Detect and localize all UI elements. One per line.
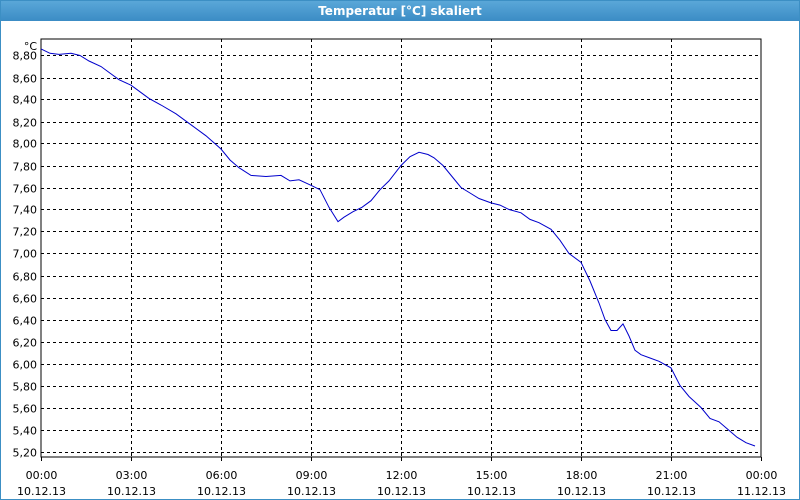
x-tick-date: 10.12.13 (557, 485, 606, 498)
x-tick-date: 10.12.13 (17, 485, 66, 498)
y-tick-label: 5,20 (13, 447, 38, 460)
x-tick-time: 00:00 (746, 469, 778, 482)
window-title: Temperatur [°C] skaliert (1, 1, 799, 21)
y-tick-label: 7,20 (13, 226, 38, 239)
y-tick-label: 5,40 (13, 425, 38, 438)
y-tick-label: 6,40 (13, 315, 38, 328)
x-tick-date: 10.12.13 (107, 485, 156, 498)
y-tick-label: 7,40 (13, 204, 38, 217)
y-tick-label: 6,00 (13, 359, 38, 372)
y-tick-label: 6,20 (13, 337, 38, 350)
y-tick-label: 8,00 (13, 138, 38, 151)
temperature-series-line (40, 48, 756, 447)
x-tick-time: 06:00 (206, 469, 238, 482)
y-tick-label: 7,80 (13, 161, 38, 174)
y-tick-label: 8,40 (13, 94, 38, 107)
x-tick-time: 09:00 (296, 469, 328, 482)
y-tick-label: 6,80 (13, 271, 38, 284)
y-tick-label: 8,20 (13, 117, 38, 130)
x-tick-date: 11.12.13 (737, 485, 786, 498)
y-tick-label: 5,60 (13, 403, 38, 416)
x-tick-time: 21:00 (656, 469, 688, 482)
y-tick-label: 8,80 (13, 50, 38, 63)
x-tick-time: 12:00 (386, 469, 418, 482)
y-tick-label: 6,60 (13, 293, 38, 306)
x-tick-date: 10.12.13 (197, 485, 246, 498)
x-tick-date: 10.12.13 (647, 485, 696, 498)
x-tick-time: 03:00 (116, 469, 148, 482)
y-tick-label: 8,60 (13, 73, 38, 86)
y-axis-label: °C (24, 40, 38, 53)
x-tick-date: 10.12.13 (287, 485, 336, 498)
y-tick-label: 7,60 (13, 183, 38, 196)
x-tick-time: 15:00 (476, 469, 508, 482)
x-tick-time: 18:00 (566, 469, 598, 482)
y-tick-label: 5,80 (13, 381, 38, 394)
y-tick-label: 7,00 (13, 248, 38, 261)
x-tick-date: 10.12.13 (377, 485, 426, 498)
x-tick-date: 10.12.13 (467, 485, 516, 498)
x-tick-time: 00:00 (26, 469, 58, 482)
